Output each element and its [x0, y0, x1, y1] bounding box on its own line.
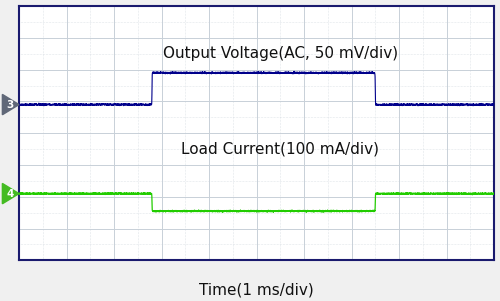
Text: Output Voltage(AC, 50 mV/div): Output Voltage(AC, 50 mV/div) [162, 46, 398, 61]
Text: Load Current(100 mA/div): Load Current(100 mA/div) [181, 141, 380, 157]
Polygon shape [2, 183, 19, 204]
Text: 4: 4 [6, 189, 14, 199]
Text: Time(1 ms/div): Time(1 ms/div) [199, 283, 314, 298]
Text: 3: 3 [6, 100, 14, 110]
Polygon shape [2, 95, 19, 115]
